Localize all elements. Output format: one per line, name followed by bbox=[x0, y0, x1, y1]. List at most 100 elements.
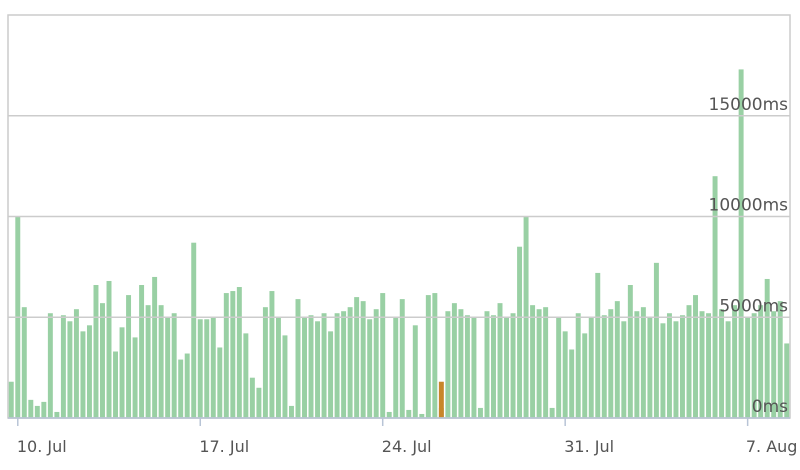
bar bbox=[543, 307, 549, 418]
bar bbox=[86, 325, 92, 418]
bar bbox=[634, 311, 640, 418]
bar bbox=[784, 343, 790, 418]
bar bbox=[679, 315, 685, 418]
bar bbox=[738, 69, 744, 418]
bar bbox=[386, 411, 392, 418]
bar bbox=[588, 317, 594, 418]
bar bbox=[627, 285, 633, 418]
x-tick-label: 7. Aug bbox=[746, 437, 798, 456]
bar bbox=[419, 413, 425, 418]
bar bbox=[41, 401, 47, 418]
bar bbox=[113, 351, 119, 418]
bar bbox=[80, 331, 86, 418]
bar bbox=[771, 311, 777, 418]
bar bbox=[204, 319, 210, 418]
bar bbox=[451, 303, 457, 418]
bar bbox=[60, 315, 66, 418]
y-tick-label: 10000ms bbox=[709, 196, 789, 216]
bar bbox=[28, 399, 34, 418]
bar bbox=[666, 313, 672, 418]
bar bbox=[236, 287, 242, 418]
bar bbox=[282, 335, 288, 418]
bar bbox=[653, 262, 659, 418]
bar bbox=[269, 291, 275, 418]
bar bbox=[139, 285, 145, 418]
bar bbox=[706, 313, 712, 418]
bar bbox=[719, 309, 725, 418]
bar bbox=[106, 280, 112, 418]
bar bbox=[8, 381, 14, 418]
bar bbox=[223, 293, 229, 418]
bar bbox=[471, 317, 477, 418]
bar bbox=[530, 305, 536, 418]
bar bbox=[119, 327, 125, 418]
bar bbox=[184, 353, 190, 418]
bar bbox=[608, 309, 614, 418]
bar bbox=[132, 337, 138, 418]
bar bbox=[575, 313, 581, 418]
bar bbox=[595, 272, 601, 418]
bar bbox=[497, 303, 503, 418]
bar bbox=[484, 311, 490, 418]
bar bbox=[412, 325, 418, 418]
bar bbox=[693, 295, 698, 418]
bar bbox=[67, 321, 73, 418]
bar bbox=[191, 242, 197, 418]
bar bbox=[328, 331, 334, 418]
bar bbox=[354, 297, 360, 418]
bar bbox=[217, 347, 223, 418]
bar bbox=[777, 301, 783, 418]
x-tick-label: 10. Jul bbox=[17, 437, 67, 456]
bar bbox=[725, 321, 731, 418]
y-tick-label: 5000ms bbox=[719, 296, 788, 316]
bar bbox=[21, 307, 27, 418]
bar bbox=[54, 411, 60, 418]
bar bbox=[334, 313, 340, 418]
bar bbox=[308, 315, 314, 418]
bar bbox=[171, 313, 177, 418]
bar bbox=[262, 307, 268, 418]
bar bbox=[367, 319, 373, 418]
bar bbox=[243, 333, 249, 418]
bar bbox=[614, 301, 620, 418]
bar bbox=[640, 307, 646, 418]
bar bbox=[601, 315, 607, 418]
x-tick-label: 17. Jul bbox=[199, 437, 249, 456]
bar bbox=[432, 293, 438, 418]
bar bbox=[295, 299, 301, 418]
bar bbox=[517, 246, 523, 418]
bar bbox=[373, 309, 379, 418]
bar bbox=[621, 321, 627, 418]
bar bbox=[647, 317, 653, 418]
y-tick-label: 15000ms bbox=[709, 95, 789, 115]
bar bbox=[380, 293, 386, 418]
bar bbox=[536, 309, 542, 418]
bar bbox=[686, 305, 692, 418]
bar bbox=[569, 349, 575, 418]
bar bbox=[315, 321, 321, 418]
bar bbox=[275, 317, 281, 418]
bar bbox=[582, 333, 588, 418]
bar bbox=[425, 295, 431, 418]
bar bbox=[93, 285, 99, 418]
bar bbox=[341, 311, 347, 418]
bar bbox=[510, 313, 516, 418]
bar bbox=[321, 313, 327, 418]
bar bbox=[393, 317, 399, 418]
bar bbox=[758, 305, 764, 418]
bar bbox=[360, 301, 366, 418]
bar bbox=[73, 309, 79, 418]
bar bbox=[100, 303, 105, 418]
bar bbox=[288, 405, 294, 418]
bar bbox=[399, 299, 405, 418]
bar bbox=[504, 317, 510, 418]
bar bbox=[302, 317, 307, 418]
bar bbox=[152, 276, 158, 418]
bar bbox=[562, 331, 568, 418]
bar bbox=[145, 305, 151, 418]
bar bbox=[732, 305, 738, 418]
bar bbox=[660, 323, 666, 418]
bar bbox=[256, 387, 262, 418]
